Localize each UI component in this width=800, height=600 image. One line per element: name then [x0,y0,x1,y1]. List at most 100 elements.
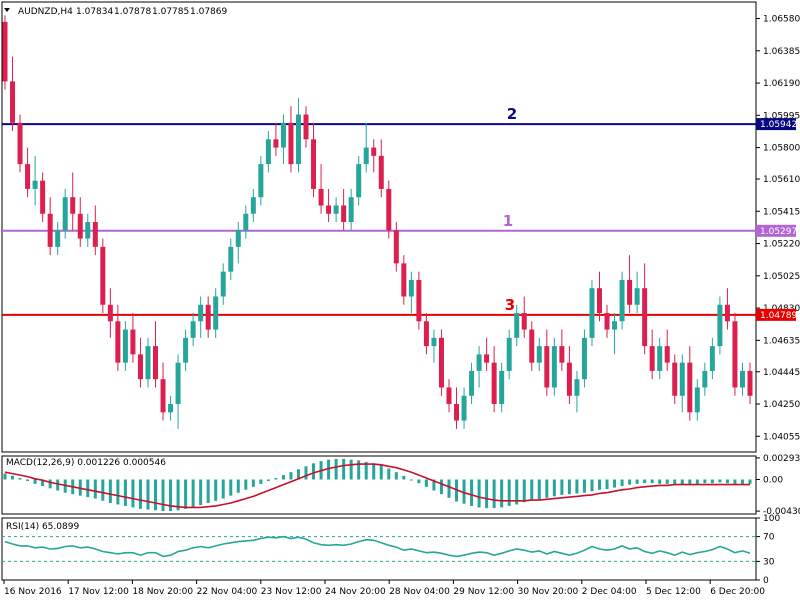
candle-body [642,288,648,347]
candle-body [416,279,422,322]
candle-body [649,346,655,371]
time-tick-label: 16 Nov 2016 [4,587,62,597]
macd-histogram-bar [349,459,353,480]
macd-histogram-bar [710,479,714,484]
candle-body [333,205,339,214]
macd-panel: 0.002938 0.00 -0.004305 [3,454,800,517]
macd-histogram-bar [658,479,662,484]
candle-body [137,354,143,380]
macd-histogram-bar [733,479,737,484]
candle-body [213,296,219,330]
macd-histogram-bar [613,479,617,488]
candle-body [25,164,31,189]
rsi-tick-label: 0 [763,576,769,586]
candle-body [709,346,715,371]
candle-body [363,147,369,165]
price-tick-label: 1.04055 [763,432,800,442]
candle-body [687,362,693,413]
macd-histogram-bar [281,475,285,480]
macd-histogram-bar [101,479,105,501]
macd-histogram-bar [146,479,150,510]
candle-body [612,321,618,330]
rsi-panel: 100 70 30 0 [2,514,780,586]
candle-body [657,346,663,371]
macd-histogram-bar [643,479,647,484]
time-axis: 16 Nov 2016 17 Nov 12:00 18 Nov 20:00 22 No… [3,580,765,597]
level-lines[interactable]: 1.05942 2 1.05297 1 1.04789 3 [2,105,797,321]
candle-body [627,279,633,305]
candle-body [446,387,452,405]
price-tick-label: 1.05415 [763,207,800,217]
candle-body [318,188,324,206]
rsi-tick-label: 70 [763,533,775,543]
macd-histogram-bar [33,479,37,484]
price-tick-label: 1.05995 [763,111,800,121]
macd-histogram-bar [327,459,331,480]
symbol-label: AUDNZD,H4 [18,7,73,17]
macd-histogram-bar [665,479,669,484]
candle-body [664,346,670,363]
candle-body [311,139,317,189]
ohlc-close: 1.07869 [190,7,227,17]
macd-histogram-bar [221,479,225,499]
candle-body [2,21,8,82]
level-price-label: 1.05942 [760,120,797,130]
time-tick-label: 28 Nov 04:00 [389,587,450,597]
candle-body [559,346,565,363]
macd-histogram-bar [364,461,368,480]
macd-histogram-bar [18,478,22,480]
level-number-2: 2 [507,105,517,123]
candle-body [371,147,377,156]
candle-body [168,404,174,413]
macd-histogram-bar [387,468,391,480]
candle-body [574,379,580,396]
macd-tick-label: 0.002938 [763,454,800,464]
macd-tick-label: -0.004305 [763,507,800,517]
level-price-label: 1.05297 [760,227,797,237]
macd-histogram-bar [259,479,263,484]
candle-body [401,263,407,297]
ohlc-low: 1.07785 [152,7,189,17]
candle-body [499,370,505,405]
candle-body [491,362,497,405]
macd-histogram-bar [274,478,278,480]
candle-body [566,362,572,396]
level-price-tag [756,118,796,131]
candle-body [62,197,68,231]
macd-histogram-bar [695,479,699,484]
macd-histogram-bar [688,479,692,484]
panel-frame-0 [1,1,757,453]
candle-body [250,197,256,214]
macd-histogram-bar [206,479,210,503]
candle-body [702,370,708,388]
macd-histogram-bar [161,479,165,512]
candle-body [732,321,738,388]
macd-histogram-bar [409,479,413,481]
triangle-down-icon[interactable] [4,8,10,12]
macd-histogram-bar [229,479,233,496]
macd-histogram-bar [372,463,376,480]
macd-histogram-bar [567,479,571,495]
candle-body [175,362,181,405]
macd-histogram-bar [552,479,556,497]
price-axis: 1.06580 1.06385 1.06190 1.05995 1.05800 1.056… [756,15,800,442]
level-number-3: 3 [505,296,515,314]
candle-body [529,329,535,363]
macd-histogram-bar [582,479,586,493]
macd-histogram-bar [620,479,624,487]
time-tick-label: 24 Nov 20:00 [325,587,386,597]
macd-histogram-bar [575,479,579,494]
price-tick-label: 1.05800 [763,144,800,154]
time-tick-label: 18 Nov 20:00 [132,587,193,597]
candle-body [295,114,301,165]
macd-histogram-bar [560,479,564,495]
time-tick-label: 6 Dec 20:00 [710,587,765,597]
candle-body [438,337,444,388]
macd-histogram-bar [116,479,120,505]
macd-histogram-bar [500,479,504,508]
candle-body [288,122,294,165]
macd-histogram-bar [342,458,346,480]
macd-histogram-bar [312,463,316,480]
candle-body [739,370,745,388]
